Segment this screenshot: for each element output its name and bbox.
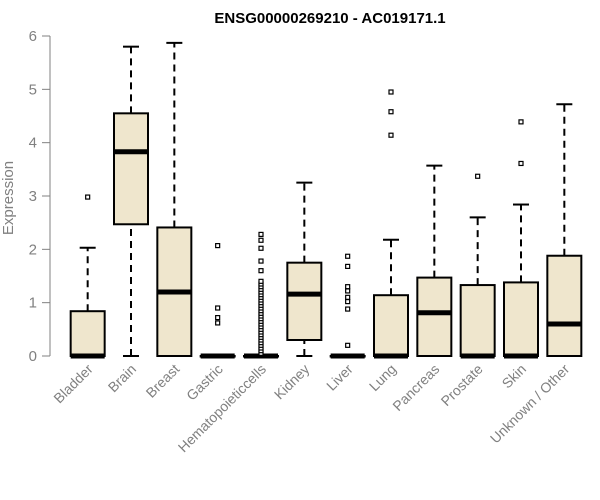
x-tick-label: Kidney (271, 361, 313, 403)
x-tick-label: Pancreas (389, 361, 442, 414)
box-unknown-other (546, 103, 583, 358)
outlier-point (388, 132, 394, 138)
outlier-point (345, 294, 351, 300)
x-tick-label: Skin (499, 361, 530, 392)
outlier-point (345, 288, 351, 294)
box-gastric (199, 243, 236, 359)
box-body (416, 276, 453, 358)
outlier-point (258, 231, 264, 237)
outlier-point (345, 263, 351, 269)
y-tick-label: 4 (29, 135, 37, 152)
outlier-point (215, 320, 221, 326)
y-tick-label: 0 (29, 348, 37, 365)
box-liver (329, 253, 366, 359)
box-skin (503, 119, 539, 359)
box-lung (373, 89, 409, 359)
outlier-point (258, 258, 264, 264)
box-hematopoieticcells (243, 231, 279, 359)
box-body (113, 112, 149, 226)
x-tick-label: Lung (366, 361, 399, 394)
x-tick-label: Breast (143, 361, 183, 401)
box-body (459, 284, 496, 358)
x-tick-label: Liver (323, 361, 356, 394)
outlier-point (388, 89, 394, 95)
outlier-point (345, 284, 351, 290)
y-tick-label: 3 (29, 188, 37, 205)
box-body (546, 254, 583, 358)
y-tick-label: 6 (29, 28, 37, 45)
box-kidney (286, 181, 323, 357)
outlier-point (345, 306, 351, 312)
chart-title: ENSG00000269210 - AC019171.1 (214, 10, 445, 27)
outlier-point (345, 253, 351, 259)
outlier-point (518, 119, 524, 125)
outlier-point (345, 299, 351, 305)
outlier-point (215, 243, 221, 249)
outlier-point (518, 160, 524, 167)
box-prostate (459, 173, 496, 359)
box-body (69, 310, 106, 358)
x-tick-label: Prostate (438, 361, 486, 409)
x-tick-label: Gastric (183, 361, 226, 404)
box-body (503, 281, 539, 357)
y-tick-label: 5 (29, 81, 37, 98)
outlier-point (85, 194, 91, 200)
outlier-point (215, 305, 221, 311)
box-pancreas (416, 164, 453, 358)
outlier-point (345, 342, 351, 348)
y-tick-label: 1 (29, 295, 37, 312)
box-body (373, 294, 409, 358)
y-tick-label: 2 (29, 241, 37, 258)
outlier-point (258, 245, 264, 251)
x-tick-label: Bladder (50, 361, 96, 407)
box-bladder (69, 194, 106, 359)
x-tick-label: Brain (105, 361, 139, 395)
y-axis: 0 1 2 3 4 5 6 (29, 28, 51, 365)
boxes-group (69, 41, 583, 359)
outlier-point (258, 268, 264, 274)
x-axis-labels: Bladder Brain Breast GastricHematopoieticce… (50, 361, 572, 456)
y-axis-label: Expression (0, 161, 17, 235)
outlier-point (215, 315, 221, 321)
box-body (286, 261, 323, 341)
x-tick-label: Unknown / Other (487, 361, 573, 447)
outlier-point (258, 237, 264, 243)
outlier-point (388, 109, 394, 115)
box-breast (156, 41, 193, 357)
box-brain (113, 45, 149, 357)
outlier-point (258, 278, 264, 284)
outlier-point (475, 173, 481, 179)
